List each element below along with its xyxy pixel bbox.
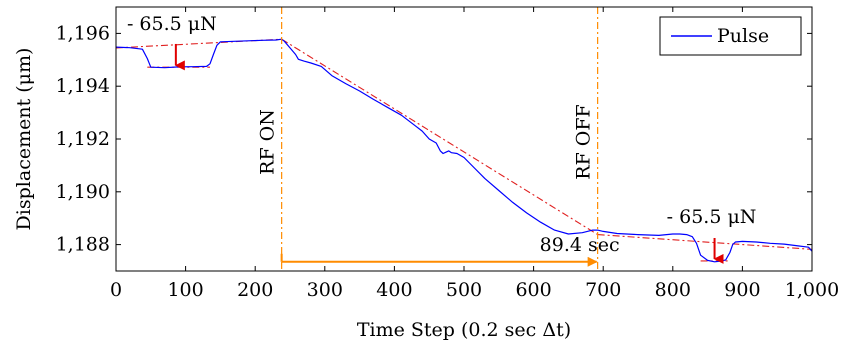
y-tick-label: 1,196: [56, 22, 110, 44]
y-tick-label: 1,192: [56, 128, 110, 150]
force-annotation-label: - 65.5 μN: [127, 13, 217, 35]
marker-label: RF OFF: [573, 104, 595, 179]
legend: Pulse: [659, 16, 802, 56]
x-tick-label: 300: [307, 279, 343, 301]
x-tick-label: 200: [237, 279, 273, 301]
series-line-pulse: [116, 38, 812, 263]
x-tick-label: 800: [655, 279, 691, 301]
x-tick-label: 400: [376, 279, 412, 301]
fit-line-segment: [597, 234, 812, 250]
annotation-layer: RF ON RF OFF 89.4 sec - 65.5 μN - 65.5 μN: [127, 7, 756, 271]
marker-label: RF ON: [257, 109, 279, 175]
x-tick-label: 900: [724, 279, 760, 301]
y-tick-label: 1,190: [56, 181, 110, 203]
x-tick-label: 500: [446, 279, 482, 301]
force-annotation-label: - 65.5 μN: [667, 206, 757, 228]
x-tick-label: 100: [167, 279, 203, 301]
y-tick-label: 1,188: [56, 234, 110, 256]
axes: 0 100 200 300 400 500 600 700 800 900 1,000 1,188 1,…: [56, 7, 839, 301]
x-tick-label: 700: [585, 279, 621, 301]
fit-line-segment: [281, 38, 598, 236]
plot-area: [116, 38, 812, 263]
y-tick-label: 1,194: [56, 75, 110, 97]
y-axis-label: Displacement (μm): [13, 48, 35, 231]
x-tick-label: 600: [515, 279, 551, 301]
legend-label-pulse: Pulse: [717, 25, 769, 47]
span-arrow-label: 89.4 sec: [540, 234, 620, 256]
x-axis-label: Time Step (0.2 sec Δt): [357, 319, 571, 341]
x-tick-label: 1,000: [785, 279, 839, 301]
x-tick-label: 0: [110, 279, 122, 301]
